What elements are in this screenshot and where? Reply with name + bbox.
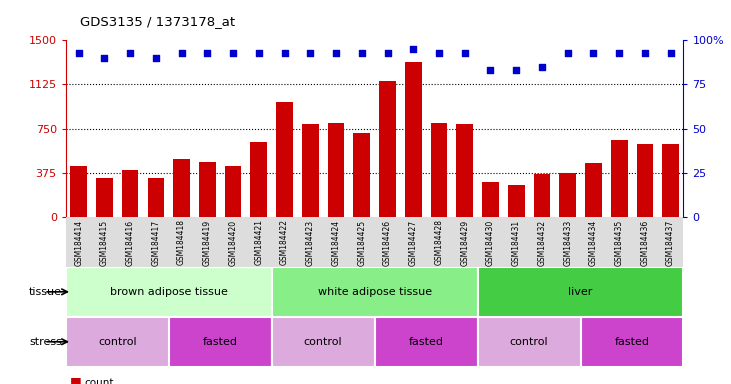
Text: brown adipose tissue: brown adipose tissue	[110, 287, 227, 297]
Text: GSM184420: GSM184420	[229, 220, 238, 266]
Text: GSM184426: GSM184426	[383, 220, 392, 266]
Bar	[173, 159, 190, 217]
Bar	[199, 162, 216, 217]
Text: GSM184424: GSM184424	[332, 220, 341, 266]
Point	[330, 50, 342, 56]
Bar	[585, 163, 602, 217]
Bar	[353, 133, 370, 217]
Text: GSM184427: GSM184427	[409, 220, 417, 266]
Bar	[272, 267, 477, 317]
Point	[433, 50, 445, 56]
Bar	[456, 124, 473, 217]
Text: GSM184436: GSM184436	[640, 220, 649, 266]
Bar	[508, 185, 525, 217]
Text: GSM184414: GSM184414	[74, 220, 83, 266]
Bar	[580, 317, 683, 367]
Bar	[482, 182, 499, 217]
Point	[356, 50, 368, 56]
Text: tissue: tissue	[29, 287, 62, 297]
Text: GSM184431: GSM184431	[512, 220, 520, 266]
Text: GSM184419: GSM184419	[202, 220, 212, 266]
Bar	[431, 123, 447, 217]
Bar	[405, 61, 422, 217]
Text: white adipose tissue: white adipose tissue	[317, 287, 432, 297]
Text: GSM184418: GSM184418	[177, 220, 186, 265]
Text: GSM184433: GSM184433	[563, 220, 572, 266]
Point	[124, 50, 136, 56]
Text: GSM184435: GSM184435	[615, 220, 624, 266]
Text: liver: liver	[568, 287, 593, 297]
Text: control: control	[510, 337, 548, 347]
Text: fasted: fasted	[202, 337, 238, 347]
Point	[510, 67, 522, 73]
Text: GSM184416: GSM184416	[126, 220, 135, 266]
Point	[304, 50, 316, 56]
Text: GSM184423: GSM184423	[306, 220, 315, 266]
Point	[382, 50, 393, 56]
Point	[639, 50, 651, 56]
Text: GSM184434: GSM184434	[589, 220, 598, 266]
Bar	[477, 267, 683, 317]
Text: GSM184415: GSM184415	[100, 220, 109, 266]
Text: GSM184417: GSM184417	[151, 220, 160, 266]
Bar	[534, 174, 550, 217]
Bar	[379, 81, 396, 217]
Point	[175, 50, 187, 56]
Point	[664, 50, 676, 56]
Text: GSM184437: GSM184437	[666, 220, 675, 266]
Point	[588, 50, 599, 56]
Text: GSM184428: GSM184428	[434, 220, 444, 265]
Bar	[224, 166, 241, 217]
Bar	[611, 141, 627, 217]
Point	[459, 50, 471, 56]
Text: control: control	[98, 337, 137, 347]
Point	[613, 50, 625, 56]
Text: fasted: fasted	[409, 337, 444, 347]
Bar	[276, 101, 293, 217]
Point	[407, 46, 419, 52]
Point	[73, 50, 85, 56]
Text: GSM184422: GSM184422	[280, 220, 289, 265]
Text: GSM184429: GSM184429	[461, 220, 469, 266]
Text: GSM184430: GSM184430	[486, 220, 495, 266]
Point	[562, 50, 574, 56]
Bar	[637, 144, 654, 217]
Bar	[66, 267, 272, 317]
Bar	[272, 317, 374, 367]
Text: control: control	[304, 337, 343, 347]
Text: GSM184421: GSM184421	[254, 220, 263, 265]
Point	[536, 64, 548, 70]
Bar	[302, 124, 319, 217]
Bar	[66, 317, 169, 367]
Text: GSM184425: GSM184425	[357, 220, 366, 266]
Point	[485, 67, 496, 73]
Point	[279, 50, 290, 56]
Point	[253, 50, 265, 56]
Text: GDS3135 / 1373178_at: GDS3135 / 1373178_at	[80, 15, 235, 28]
Bar	[374, 317, 477, 367]
Point	[202, 50, 213, 56]
Bar	[169, 317, 272, 367]
Bar	[559, 173, 576, 217]
Text: GSM184432: GSM184432	[537, 220, 547, 266]
Bar	[251, 142, 268, 217]
Text: stress: stress	[29, 337, 62, 347]
Bar	[327, 123, 344, 217]
Text: count: count	[84, 378, 113, 384]
Bar	[96, 178, 113, 217]
Point	[99, 55, 110, 61]
Bar	[662, 144, 679, 217]
Bar	[477, 317, 580, 367]
Text: ■: ■	[69, 375, 81, 384]
Bar	[70, 166, 87, 217]
Point	[150, 55, 162, 61]
Text: fasted: fasted	[615, 337, 650, 347]
Point	[227, 50, 239, 56]
Bar	[148, 177, 164, 217]
Bar	[122, 170, 138, 217]
